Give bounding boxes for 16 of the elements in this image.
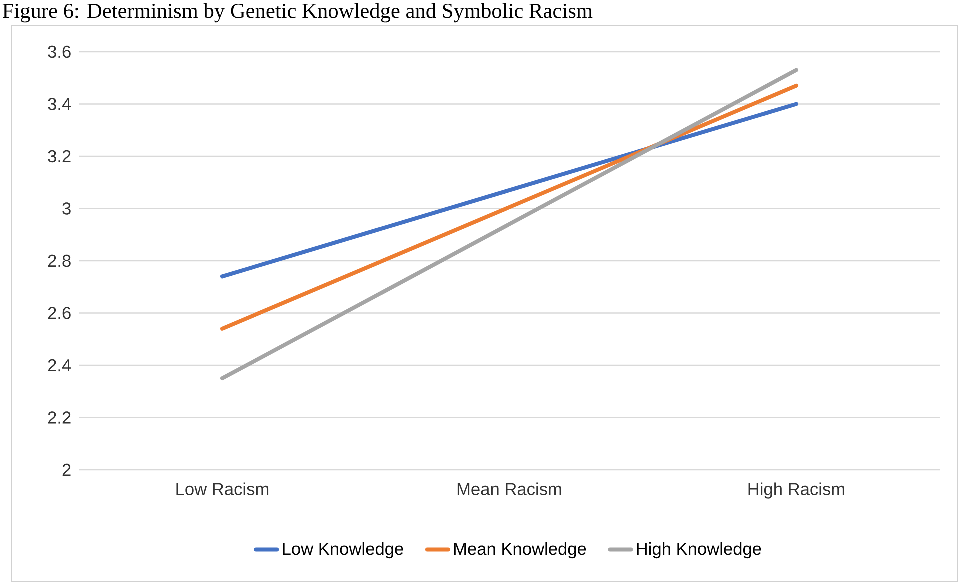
x-tick-label: Mean Racism: [458, 482, 562, 496]
legend-label: Mean Knowledge: [454, 542, 586, 559]
y-tick-label: 3.4: [48, 98, 72, 110]
y-tick-label: 2: [62, 464, 71, 476]
y-tick-label: 2.8: [48, 254, 71, 268]
y-tick-label: 3: [62, 202, 71, 215]
x-tick-label: High Racism: [748, 482, 844, 499]
y-tick-label: 2.2: [48, 412, 71, 424]
x-tick-label: Low Racism: [176, 482, 269, 496]
legend-label: Low Knowledge: [283, 542, 404, 559]
y-tick-label: 2.4: [48, 359, 72, 372]
y-tick-label: 2.6: [48, 307, 71, 320]
y-tick-label: 3.6: [48, 46, 71, 58]
y-tick-label: 3.2: [48, 150, 71, 163]
legend-label: High Knowledge: [637, 542, 762, 559]
chart-title: Figure 6: Determinism by Genetic Knowledge and Symbolic Racism: [2, 3, 593, 23]
